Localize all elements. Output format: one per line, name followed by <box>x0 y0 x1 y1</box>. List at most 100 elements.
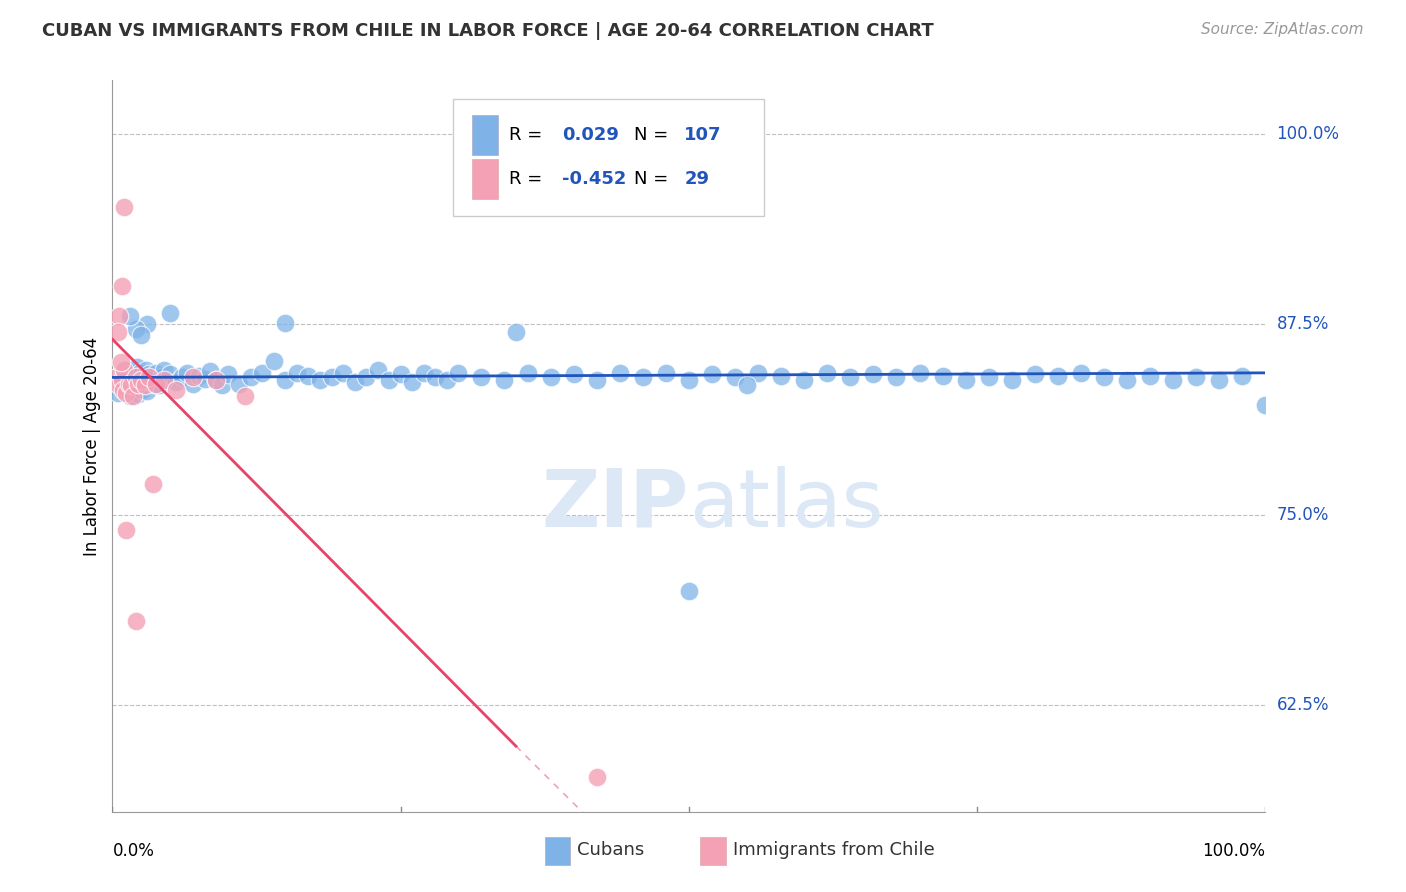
Point <box>188 368 211 383</box>
Point <box>107 325 129 339</box>
Point <box>955 374 977 388</box>
Point <box>129 366 152 380</box>
Point <box>153 363 176 377</box>
Point <box>609 366 631 380</box>
FancyBboxPatch shape <box>546 838 571 865</box>
Point <box>105 370 128 384</box>
Point <box>120 366 142 380</box>
Point <box>585 770 607 784</box>
Text: 87.5%: 87.5% <box>1277 315 1329 333</box>
Point <box>111 279 134 293</box>
Point <box>700 368 723 382</box>
Point <box>217 368 239 382</box>
Point <box>239 370 262 384</box>
Text: 0.0%: 0.0% <box>112 842 155 860</box>
Point <box>117 383 139 397</box>
Point <box>145 376 167 391</box>
Point <box>134 378 156 392</box>
Text: 75.0%: 75.0% <box>1277 506 1329 524</box>
Point <box>585 374 607 388</box>
Point <box>309 374 332 388</box>
Point <box>389 368 412 382</box>
Point <box>233 389 256 403</box>
Text: R =: R = <box>509 170 543 188</box>
Point <box>136 317 159 331</box>
Point <box>343 375 366 389</box>
Point <box>1208 374 1230 388</box>
Point <box>931 368 953 383</box>
Point <box>156 374 179 388</box>
Point <box>436 374 458 388</box>
Point <box>117 376 139 391</box>
Point <box>136 384 159 399</box>
Text: N =: N = <box>634 170 668 188</box>
Point <box>138 368 160 382</box>
Point <box>815 366 838 380</box>
Point <box>378 374 401 388</box>
Text: 100.0%: 100.0% <box>1202 842 1265 860</box>
Point <box>793 374 815 388</box>
Point <box>516 366 538 380</box>
Point <box>655 366 678 380</box>
Point <box>252 366 274 380</box>
Point <box>122 389 145 403</box>
Point <box>735 378 758 392</box>
Point <box>159 368 181 382</box>
Point <box>1092 370 1115 384</box>
Point <box>115 385 138 400</box>
Point <box>862 368 884 382</box>
Point <box>205 374 228 388</box>
Point <box>447 366 470 380</box>
Point <box>111 383 134 397</box>
FancyBboxPatch shape <box>453 99 763 216</box>
Point <box>770 368 793 383</box>
Text: -0.452: -0.452 <box>562 170 627 188</box>
Point <box>110 378 132 392</box>
Point <box>631 370 654 384</box>
Point <box>153 374 176 388</box>
Point <box>128 378 150 392</box>
Point <box>148 378 170 392</box>
Point <box>141 374 163 388</box>
Point <box>142 477 165 491</box>
Point <box>124 370 146 384</box>
Point <box>121 376 143 391</box>
Point <box>110 355 132 369</box>
Text: CUBAN VS IMMIGRANTS FROM CHILE IN LABOR FORCE | AGE 20-64 CORRELATION CHART: CUBAN VS IMMIGRANTS FROM CHILE IN LABOR … <box>42 22 934 40</box>
Point <box>127 376 149 391</box>
Point <box>131 383 153 397</box>
Point <box>165 383 187 397</box>
Point <box>124 614 146 628</box>
Point <box>908 366 931 380</box>
Point <box>562 368 585 382</box>
Point <box>211 378 233 392</box>
Point <box>321 370 343 384</box>
Y-axis label: In Labor Force | Age 20-64: In Labor Force | Age 20-64 <box>83 336 101 556</box>
Point <box>159 306 181 320</box>
Point <box>1001 374 1024 388</box>
Point <box>129 374 153 388</box>
Point <box>678 374 700 388</box>
Point <box>194 372 217 386</box>
Point <box>134 376 156 391</box>
Text: atlas: atlas <box>689 466 883 543</box>
Point <box>1185 370 1208 384</box>
Point <box>107 385 129 400</box>
Point <box>124 372 146 386</box>
Point <box>149 370 172 384</box>
Text: R =: R = <box>509 126 543 145</box>
Point <box>114 374 136 388</box>
Point <box>401 375 423 389</box>
Point <box>886 370 908 384</box>
Point <box>354 370 377 384</box>
Point <box>1139 368 1161 383</box>
Point <box>170 370 193 384</box>
Text: Source: ZipAtlas.com: Source: ZipAtlas.com <box>1201 22 1364 37</box>
Point <box>1232 368 1254 383</box>
Point <box>274 316 297 330</box>
Point <box>505 325 527 339</box>
Point <box>115 363 138 377</box>
Point <box>367 363 389 377</box>
Point <box>176 366 198 380</box>
Text: 62.5%: 62.5% <box>1277 696 1329 714</box>
